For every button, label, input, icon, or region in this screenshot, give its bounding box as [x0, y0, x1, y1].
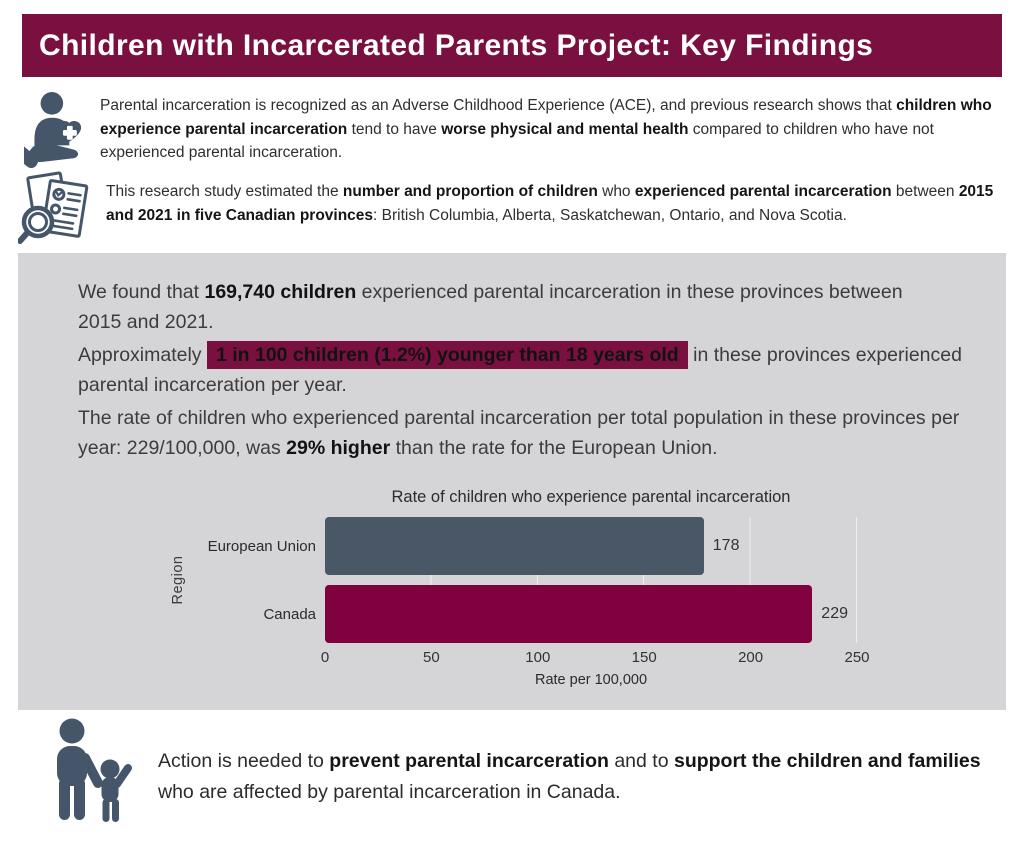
- finding-proportion: Approximately 1 in 100 children (1.2%) y…: [78, 340, 966, 400]
- chart-plot-area: Region European Union 178 Canada 229: [78, 517, 938, 643]
- x-tick: 250: [844, 649, 870, 666]
- finding-total-children: We found that 169,740 children experienc…: [78, 281, 903, 333]
- x-tick: 150: [631, 649, 657, 666]
- category-label: Canada: [263, 605, 316, 623]
- action-row: Action is needed to prevent parental inc…: [36, 716, 1008, 839]
- intro-ace-text: Parental incarceration is recognized as …: [100, 97, 992, 161]
- bar-value-label: 178: [712, 537, 740, 554]
- adult-child-icon: [36, 716, 142, 839]
- heart-in-hand-icon: [14, 90, 90, 173]
- chart-title: Rate of children who experience parental…: [391, 488, 791, 506]
- x-axis-ticks: 0 50 100 150 200 250: [321, 649, 870, 671]
- intro-study-text: This research study estimated the number…: [106, 183, 994, 224]
- x-tick: 200: [738, 649, 764, 666]
- bar-row-canada: Canada 229: [78, 585, 938, 643]
- x-tick: 100: [525, 649, 551, 666]
- page-title: Children with Incarcerated Parents Proje…: [39, 28, 874, 62]
- bar-row-european-union: European Union 178: [78, 517, 938, 575]
- findings-panel: We found that 169,740 children experienc…: [18, 253, 1006, 710]
- header-banner: Children with Incarcerated Parents Proje…: [22, 14, 1002, 77]
- bar-value-label: 229: [821, 605, 848, 622]
- x-axis-label: Rate per 100,000: [534, 672, 648, 688]
- rate-bar-chart: Rate of children who experience parental…: [78, 488, 938, 688]
- x-tick: 50: [423, 649, 440, 666]
- intro-ace-row: Parental incarceration is recognized as …: [14, 90, 1016, 173]
- finding-rate-comparison: The rate of children who experienced par…: [78, 407, 960, 459]
- intro-study-row: This research study estimated the number…: [17, 170, 1016, 249]
- x-tick: 0: [320, 649, 330, 666]
- chart-bar: 229: [325, 585, 848, 643]
- category-label: European Union: [207, 537, 316, 555]
- action-text: Action is needed to prevent parental inc…: [158, 750, 981, 803]
- document-magnifier-icon: [17, 170, 98, 249]
- chart-bar: 178: [325, 517, 739, 575]
